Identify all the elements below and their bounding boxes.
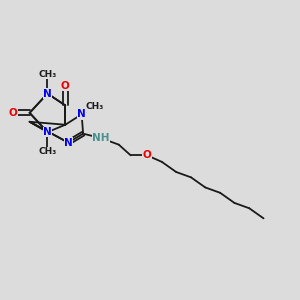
Text: CH₃: CH₃ (38, 147, 57, 156)
Text: O: O (9, 108, 18, 118)
Text: CH₃: CH₃ (86, 102, 104, 111)
Text: N: N (77, 109, 86, 119)
Text: N: N (43, 88, 52, 98)
Text: O: O (143, 150, 152, 160)
Text: N: N (43, 127, 52, 137)
Text: N: N (64, 138, 73, 148)
Text: CH₃: CH₃ (38, 70, 57, 79)
Text: NH: NH (92, 133, 110, 143)
Text: O: O (61, 81, 70, 91)
